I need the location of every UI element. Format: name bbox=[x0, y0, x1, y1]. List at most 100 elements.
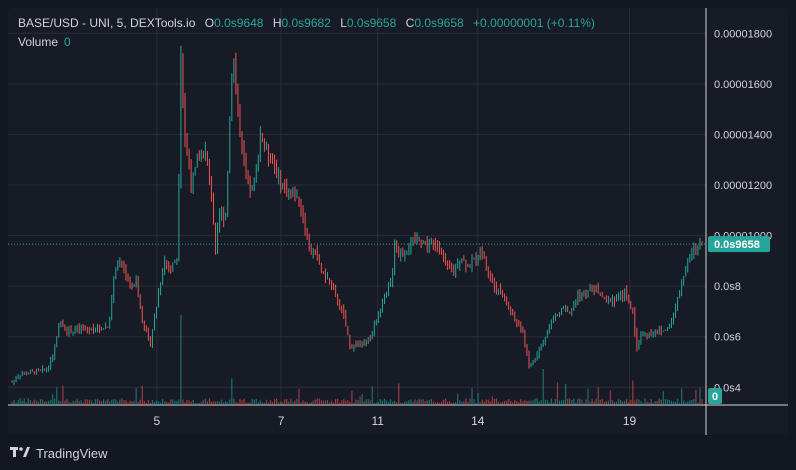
volume-bar bbox=[477, 392, 479, 405]
volume-bar bbox=[674, 401, 677, 405]
volume-bar bbox=[17, 400, 19, 405]
volume-bar bbox=[111, 399, 113, 405]
volume-bar bbox=[310, 402, 312, 405]
volume-bar bbox=[510, 401, 512, 405]
volume-bar bbox=[550, 398, 552, 405]
volume-bar bbox=[583, 402, 585, 405]
volume-value: 0 bbox=[64, 35, 71, 49]
volume-bar bbox=[58, 400, 60, 405]
volume-bar bbox=[585, 399, 587, 405]
volume-bar bbox=[129, 400, 131, 405]
volume-bar bbox=[481, 399, 483, 405]
volume-bar bbox=[135, 388, 137, 405]
volume-bar bbox=[396, 402, 398, 405]
volume-bar bbox=[693, 399, 695, 405]
volume-bar bbox=[259, 400, 261, 405]
volume-bar bbox=[21, 400, 23, 405]
volume-bar bbox=[94, 399, 97, 405]
volume-bar bbox=[164, 401, 166, 405]
volume-bar bbox=[603, 401, 605, 405]
y-tick-label: 0.00001400 bbox=[714, 129, 772, 141]
volume-bar bbox=[544, 399, 546, 405]
volume-bar bbox=[361, 393, 363, 405]
volume-bar bbox=[424, 401, 426, 405]
y-tick-label: 0.0s8 bbox=[714, 281, 741, 293]
volume-bar bbox=[247, 402, 249, 405]
volume-bar bbox=[363, 401, 365, 405]
chart-frame[interactable]: 0.00001800 0.00001600 0.00001400 0.00001200… bbox=[8, 8, 788, 435]
volume-bar bbox=[115, 399, 117, 405]
volume-bar bbox=[117, 401, 119, 405]
volume-bar bbox=[552, 402, 555, 405]
volume-bar bbox=[48, 400, 50, 405]
x-tick-label: 11 bbox=[371, 414, 384, 428]
volume-bar bbox=[328, 402, 331, 405]
volume-bar bbox=[512, 402, 514, 405]
volume-bar bbox=[121, 398, 123, 405]
volume-bar bbox=[392, 401, 394, 405]
volume-bar bbox=[353, 402, 355, 405]
volume-bar bbox=[455, 402, 457, 405]
volume-bar bbox=[233, 398, 235, 405]
volume-bar bbox=[186, 399, 188, 405]
volume-bar bbox=[565, 383, 567, 405]
volume-bar bbox=[359, 396, 361, 405]
volume-bar bbox=[404, 401, 406, 405]
volume-bar bbox=[607, 400, 609, 405]
volume-bar bbox=[339, 402, 341, 405]
volume-bar bbox=[475, 402, 477, 405]
volume-bar bbox=[518, 402, 520, 405]
footer[interactable]: TradingView bbox=[10, 443, 108, 463]
volume-bar bbox=[451, 402, 453, 405]
x-tick-label: 5 bbox=[154, 414, 161, 428]
volume-bar bbox=[617, 399, 620, 405]
volume-bar bbox=[469, 398, 471, 405]
volume-bar bbox=[554, 399, 557, 405]
volume-bar bbox=[125, 400, 127, 405]
high-label: H bbox=[272, 16, 282, 30]
volume-bar bbox=[579, 398, 581, 405]
volume-bar bbox=[556, 382, 559, 405]
volume-bar bbox=[440, 401, 443, 405]
volume-bar bbox=[402, 402, 404, 405]
y-tick-label: 0.00001800 bbox=[714, 28, 772, 40]
volume-bar bbox=[147, 400, 149, 405]
volume-bar bbox=[174, 400, 176, 405]
volume-bar bbox=[491, 396, 493, 405]
volume-bar bbox=[499, 402, 502, 405]
volume-bar bbox=[314, 399, 316, 405]
volume-bar bbox=[626, 398, 628, 405]
volume-bar bbox=[648, 402, 650, 405]
x-tick-label: 19 bbox=[623, 414, 637, 428]
volume-bar bbox=[530, 400, 532, 405]
volume-bar bbox=[538, 401, 540, 405]
volume-bar bbox=[508, 398, 510, 405]
volume-bar bbox=[265, 399, 268, 405]
volume-bar bbox=[628, 402, 630, 405]
volume-bar bbox=[493, 398, 495, 405]
volume-bar bbox=[442, 399, 445, 405]
volume-bar bbox=[636, 399, 638, 405]
volume-bar bbox=[100, 400, 103, 405]
volume-bar bbox=[420, 399, 422, 405]
volume-bar bbox=[560, 400, 563, 405]
volume-bar bbox=[23, 398, 25, 405]
volume-bar bbox=[229, 399, 231, 405]
volume-bar bbox=[638, 399, 640, 405]
volume-bar bbox=[516, 401, 518, 405]
volume-bar bbox=[237, 402, 239, 405]
volume-bar bbox=[558, 400, 561, 405]
volume-bar bbox=[540, 400, 542, 405]
volume-bar bbox=[263, 402, 265, 405]
price-chart[interactable]: 0.00001800 0.00001600 0.00001400 0.00001200… bbox=[8, 8, 788, 435]
volume-bar bbox=[210, 401, 213, 405]
volume-bar bbox=[679, 402, 681, 405]
volume-bar bbox=[43, 401, 46, 405]
volume-bar bbox=[341, 400, 343, 405]
volume-bar bbox=[290, 398, 292, 405]
volume-bar bbox=[642, 402, 644, 405]
volume-bar bbox=[528, 400, 530, 405]
volume-bar bbox=[410, 399, 412, 405]
volume-bar bbox=[473, 399, 475, 405]
volume-bar bbox=[294, 400, 296, 405]
